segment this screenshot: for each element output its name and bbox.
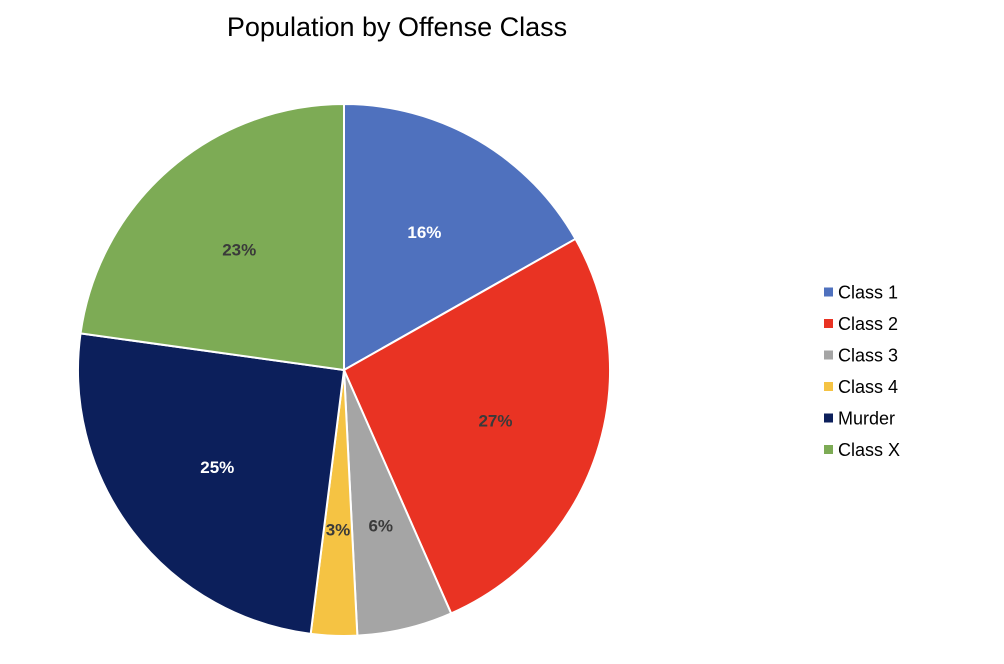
data-label-class-2: 27% [478, 411, 512, 430]
legend-label: Class 4 [838, 377, 898, 397]
data-label-class-4: 3% [326, 520, 351, 539]
pie-slice-murder [77, 332, 346, 636]
legend-item-class-1: Class 1 [824, 283, 898, 303]
legend-label: Class 3 [838, 346, 898, 366]
legend-item-class-4: Class 4 [824, 377, 898, 397]
legend-item-class-2: Class 2 [824, 314, 898, 334]
data-label-class-x: 23% [222, 241, 256, 260]
legend-label: Class 2 [838, 314, 898, 334]
legend-swatch [824, 382, 833, 391]
legend-label: Murder [838, 409, 895, 429]
legend-item-class-x: Class X [824, 440, 900, 460]
chart-title: Population by Offense Class [227, 12, 567, 42]
legend-item-murder: Murder [824, 409, 895, 429]
data-label-class-1: 16% [407, 223, 441, 242]
legend-swatch [824, 413, 833, 423]
pie-slices [77, 102, 611, 637]
data-label-class-3: 6% [368, 516, 393, 535]
legend-label: Class X [838, 440, 900, 460]
legend-swatch [824, 350, 833, 360]
pie-slice-class-x [79, 102, 345, 372]
legend-item-class-3: Class 3 [824, 346, 898, 366]
legend-label: Class 1 [838, 283, 898, 303]
legend-swatch [824, 319, 833, 328]
data-label-murder: 25% [200, 458, 234, 477]
legend-swatch [824, 445, 833, 454]
legend-swatch [824, 287, 833, 297]
pie-labels: 16% 27% 6% 3% 25% 23% [200, 223, 512, 539]
pie-slice-class-1 [343, 102, 577, 372]
legend: Class 1 Class 2 Class 3 Class 4 Murder Class … [824, 283, 900, 460]
